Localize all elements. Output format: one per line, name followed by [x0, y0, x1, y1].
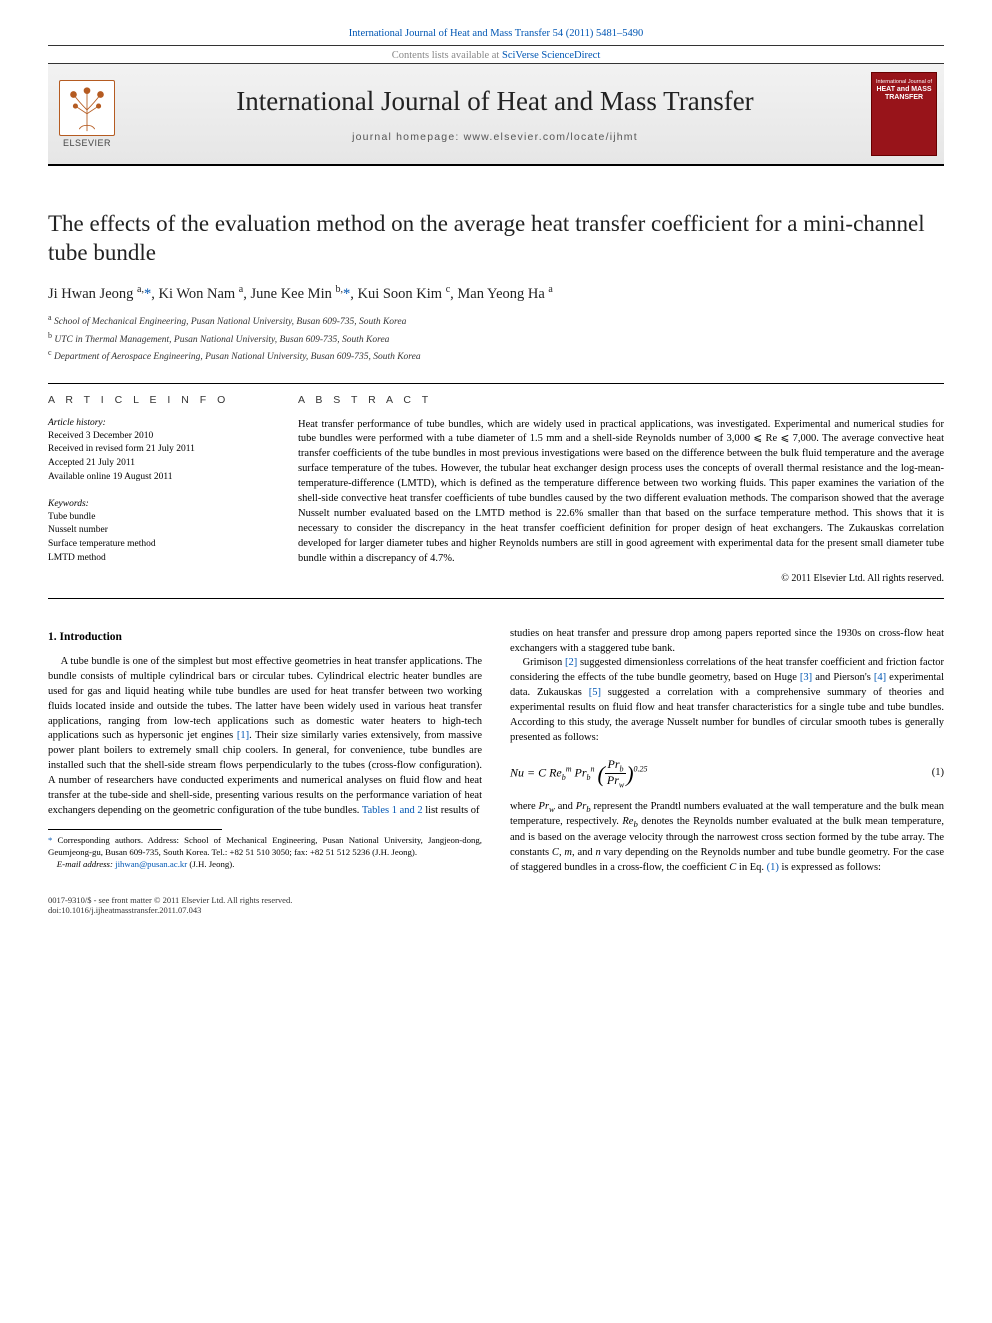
- var-c: C: [552, 847, 559, 858]
- abstract-label: A B S T R A C T: [298, 394, 944, 406]
- equation-1-math: Nu = C Rebm Prbn (PrbPrw)0.25: [510, 758, 648, 790]
- masthead-center: International Journal of Heat and Mass T…: [126, 64, 864, 164]
- page-footer: 0017-9310/$ - see front matter © 2011 El…: [48, 895, 944, 915]
- cover-small: International Journal of: [876, 79, 932, 85]
- footnote-text: Corresponding authors. Address: School o…: [48, 835, 482, 857]
- intro-para-3: Grimison [2] suggested dimensionless cor…: [510, 656, 944, 745]
- history-line: Accepted 21 July 2011: [48, 457, 268, 471]
- homepage-url[interactable]: www.elsevier.com/locate/ijhmt: [464, 131, 638, 143]
- journal-homepage: journal homepage: www.elsevier.com/locat…: [352, 131, 638, 143]
- keyword-line: LMTD method: [48, 552, 268, 566]
- metadata-grid: A R T I C L E I N F O Article history: R…: [48, 394, 944, 584]
- tables-link[interactable]: Tables 1 and 2: [362, 805, 423, 816]
- publisher-name: ELSEVIER: [63, 138, 111, 148]
- p4f: , and: [572, 847, 595, 858]
- keywords-label: Keywords:: [48, 499, 268, 509]
- history-line: Received in revised form 21 July 2011: [48, 443, 268, 457]
- elsevier-logo: ELSEVIER: [55, 80, 119, 148]
- intro-para-2: studies on heat transfer and pressure dr…: [510, 627, 944, 657]
- citation-link[interactable]: International Journal of Heat and Mass T…: [349, 28, 643, 39]
- var-m: m: [564, 847, 572, 858]
- p4i: is expressed as follows:: [779, 862, 881, 873]
- equation-1-number: (1): [932, 766, 944, 781]
- author-list: Ji Hwan Jeong a,*, Ki Won Nam a, June Ke…: [48, 284, 944, 303]
- cover-big: HEAT and MASS TRANSFER: [876, 86, 932, 103]
- ref-3-link[interactable]: [3]: [800, 672, 812, 683]
- homepage-prefix: journal homepage:: [352, 131, 464, 143]
- article-info-col: A R T I C L E I N F O Article history: R…: [48, 394, 268, 584]
- p4b: and: [555, 801, 576, 812]
- intro-para-1: A tube bundle is one of the simplest but…: [48, 655, 482, 819]
- abstract-text: Heat transfer performance of tube bundle…: [298, 418, 944, 567]
- history-line: Received 3 December 2010: [48, 430, 268, 444]
- history-line: Available online 19 August 2011: [48, 471, 268, 485]
- abstract-copyright: © 2011 Elsevier Ltd. All rights reserved…: [298, 573, 944, 584]
- affiliation-line: a School of Mechanical Engineering, Pusa…: [48, 312, 944, 329]
- var-prw: Prw: [539, 801, 555, 812]
- keywords-lines: Tube bundleNusselt numberSurface tempera…: [48, 511, 268, 566]
- affiliation-line: b UTC in Thermal Management, Pusan Natio…: [48, 330, 944, 347]
- p1b: . Their size similarly varies extensivel…: [48, 730, 482, 816]
- keyword-line: Tube bundle: [48, 511, 268, 525]
- header-citation: International Journal of Heat and Mass T…: [48, 28, 944, 39]
- footnote-rule: [48, 829, 222, 830]
- author-email-link[interactable]: jihwan@pusan.ac.kr: [115, 859, 187, 869]
- abstract-col: A B S T R A C T Heat transfer performanc…: [298, 394, 944, 584]
- ref-5-link[interactable]: [5]: [589, 687, 601, 698]
- paper-title: The effects of the evaluation method on …: [48, 210, 944, 268]
- p1c: list results of: [423, 805, 480, 816]
- p4a: where: [510, 801, 539, 812]
- p4h: in Eq.: [736, 862, 766, 873]
- p3a: Grimison: [523, 657, 565, 668]
- contents-prefix: Contents lists available at: [392, 50, 502, 61]
- var-prb: Prb: [576, 801, 591, 812]
- intro-para-4: where Prw and Prb represent the Prandtl …: [510, 800, 944, 876]
- masthead: ELSEVIER International Journal of Heat a…: [48, 64, 944, 166]
- elsevier-tree-icon: [59, 80, 115, 136]
- footer-doi: doi:10.1016/j.ijheatmasstransfer.2011.07…: [48, 905, 944, 915]
- rule-below-meta: [48, 598, 944, 599]
- article-info-label: A R T I C L E I N F O: [48, 394, 268, 406]
- ref-2-link[interactable]: [2]: [565, 657, 577, 668]
- footer-line-1: 0017-9310/$ - see front matter © 2011 El…: [48, 895, 944, 905]
- journal-cover-icon: International Journal of HEAT and MASS T…: [871, 72, 937, 156]
- history-lines: Received 3 December 2010Received in revi…: [48, 430, 268, 485]
- ref-1-link[interactable]: [1]: [237, 730, 249, 741]
- sciencedirect-link[interactable]: SciVerse ScienceDirect: [502, 50, 600, 61]
- affiliations: a School of Mechanical Engineering, Pusa…: [48, 312, 944, 364]
- publisher-logo-block: ELSEVIER: [48, 64, 126, 164]
- email-label: E-mail address:: [57, 859, 115, 869]
- affiliation-line: c Department of Aerospace Engineering, P…: [48, 347, 944, 364]
- rule-above-meta: [48, 383, 944, 384]
- keyword-line: Nusselt number: [48, 524, 268, 538]
- eq-1-ref-link[interactable]: (1): [767, 862, 779, 873]
- science-direct-banner: Contents lists available at SciVerse Sci…: [48, 46, 944, 64]
- journal-title: International Journal of Heat and Mass T…: [236, 86, 753, 117]
- history-label: Article history:: [48, 418, 268, 428]
- var-reb: Reb: [622, 816, 637, 827]
- email-tail: (J.H. Jeong).: [187, 859, 234, 869]
- intro-heading: 1. Introduction: [48, 629, 482, 645]
- p2a: studies on heat transfer and pressure dr…: [510, 628, 944, 654]
- journal-cover-block: International Journal of HEAT and MASS T…: [864, 64, 944, 164]
- cover-label: International Journal of HEAT and MASS T…: [876, 79, 932, 102]
- contents-line: Contents lists available at SciVerse Sci…: [48, 50, 944, 61]
- equation-1: Nu = C Rebm Prbn (PrbPrw)0.25 (1): [510, 758, 944, 790]
- corresponding-footnote: * Corresponding authors. Address: School…: [48, 835, 482, 871]
- p3c: and Pierson's: [812, 672, 874, 683]
- p1a: A tube bundle is one of the simplest but…: [48, 656, 482, 742]
- body-two-col: 1. Introduction A tube bundle is one of …: [48, 627, 944, 876]
- keyword-line: Surface temperature method: [48, 538, 268, 552]
- ref-4-link[interactable]: [4]: [874, 672, 886, 683]
